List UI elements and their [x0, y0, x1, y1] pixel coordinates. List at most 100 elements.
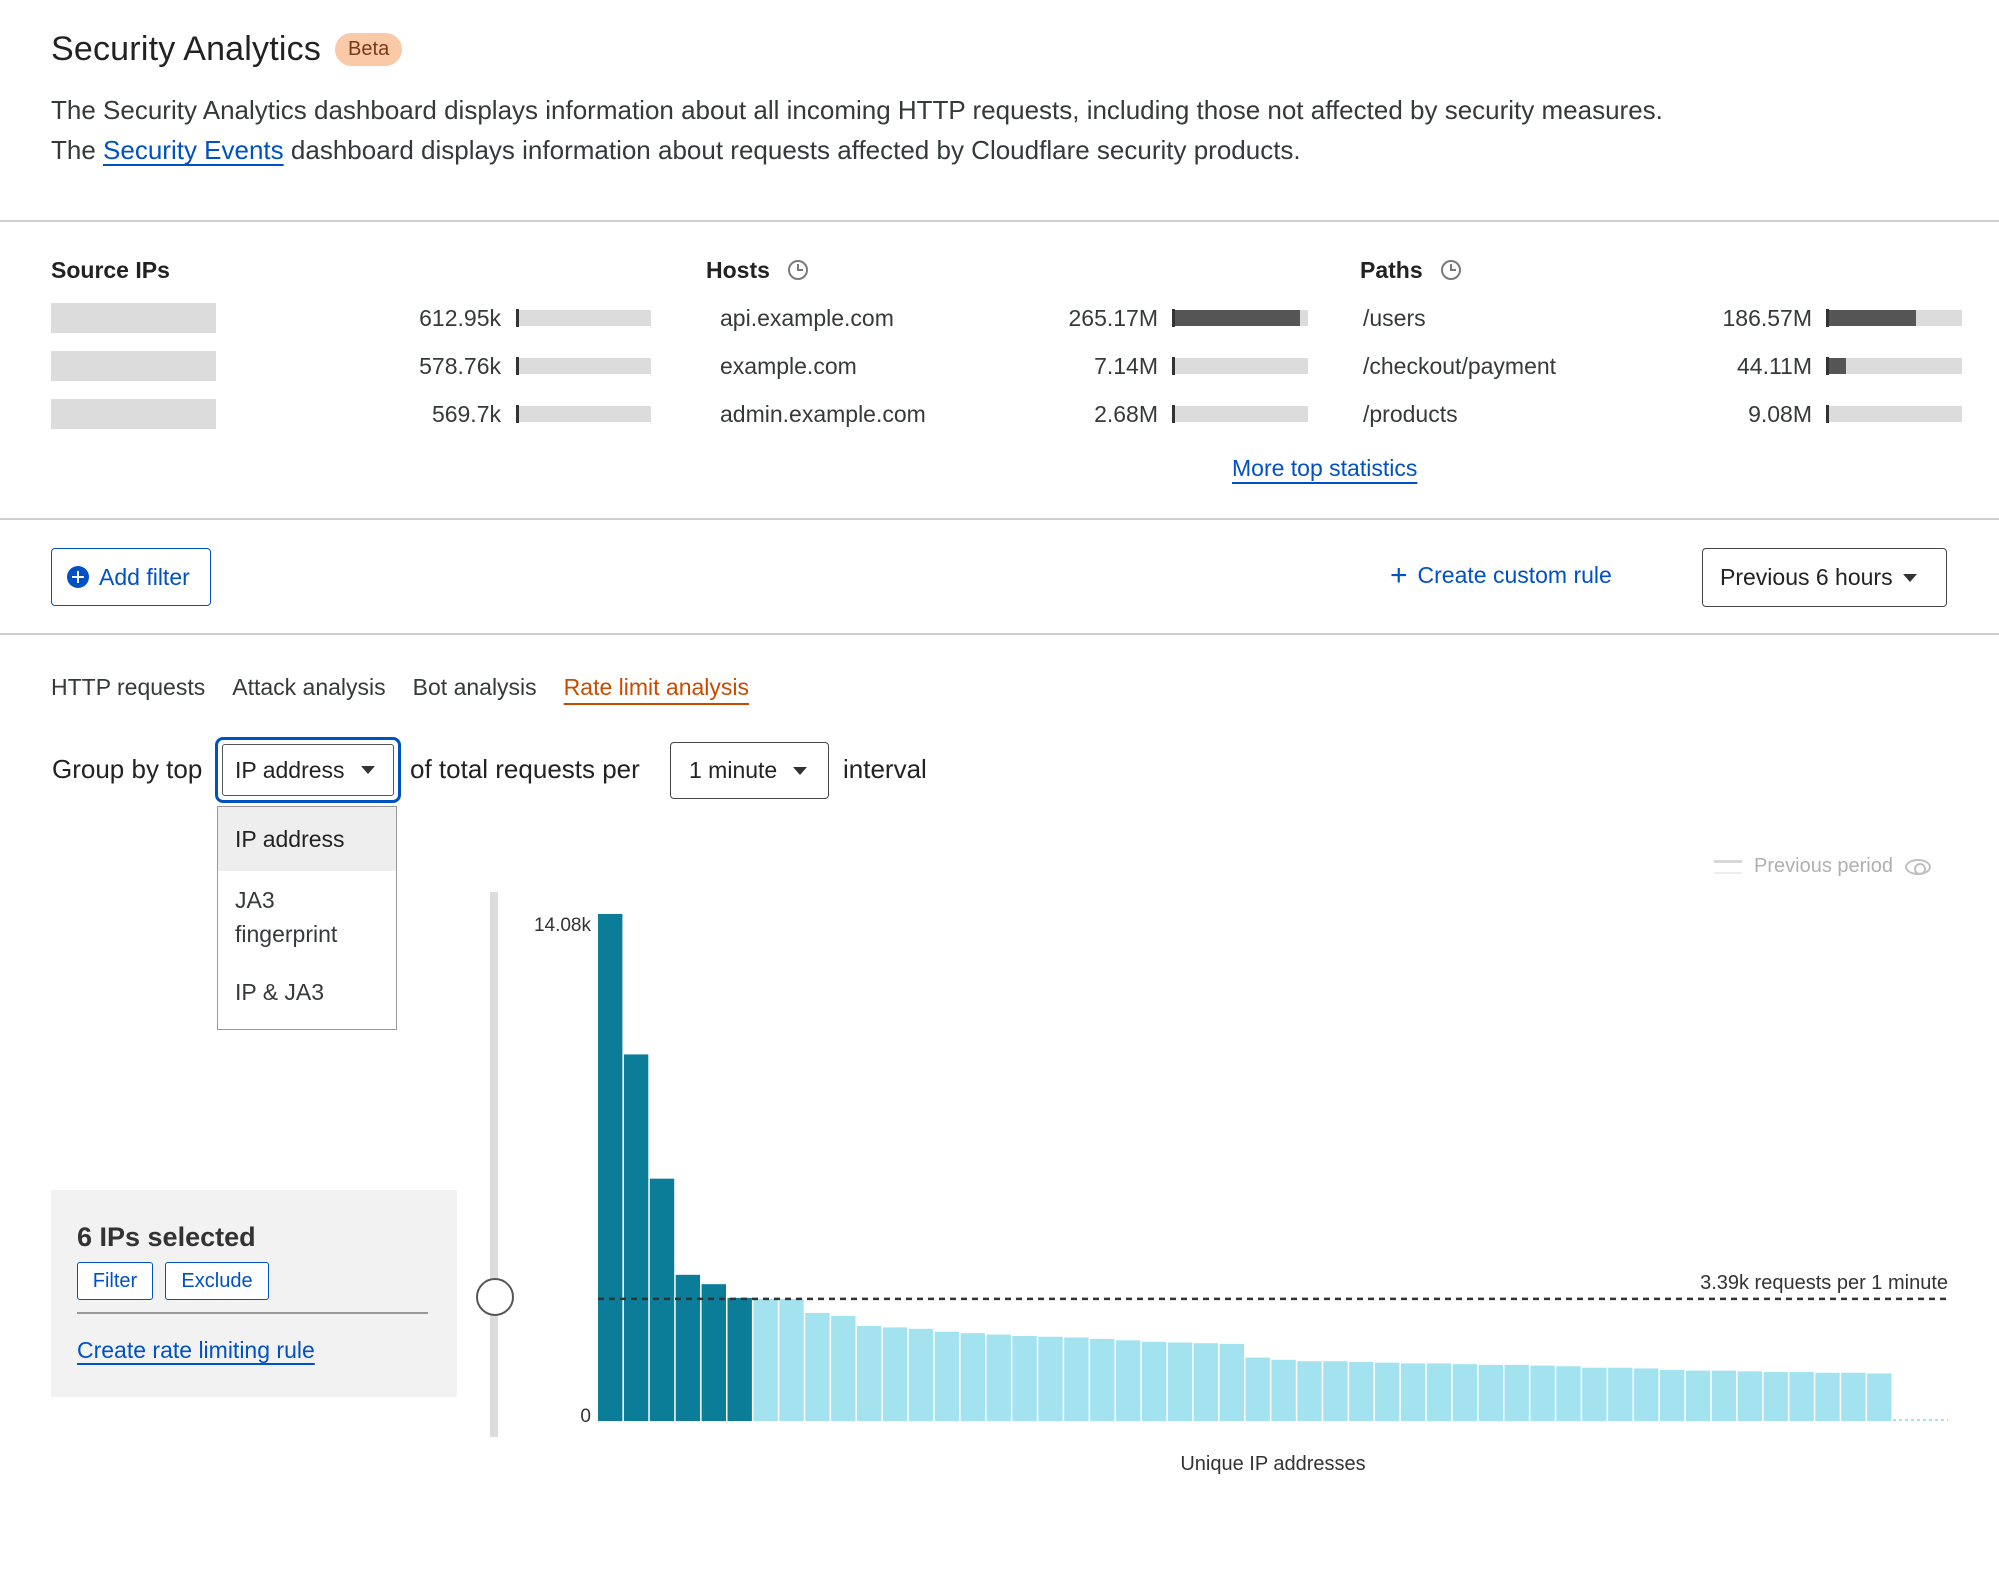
stat-value: 7.14M	[1094, 352, 1158, 379]
selection-panel: 6 IPs selected Filter Exclude Create rat…	[51, 1190, 457, 1397]
chart-bar[interactable]	[1038, 1336, 1063, 1421]
chart-bar[interactable]	[1530, 1365, 1555, 1421]
host-row[interactable]: api.example.com 265.17M	[706, 298, 1308, 338]
chart-bar[interactable]	[805, 1312, 830, 1421]
chevron-down-icon	[793, 766, 808, 775]
chart-bar[interactable]	[1323, 1361, 1348, 1421]
chart-bar[interactable]	[1219, 1343, 1244, 1421]
source-ip-row[interactable]: 578.76k	[51, 346, 651, 386]
chart-bar[interactable]	[1763, 1372, 1788, 1421]
chart-bar[interactable]	[1193, 1343, 1219, 1421]
plus-icon: +	[1390, 558, 1408, 592]
time-period-select[interactable]: Previous 6 hours	[1702, 548, 1947, 607]
divider	[77, 1312, 428, 1314]
stat-value: 2.68M	[1094, 400, 1158, 427]
time-period-value: Previous 6 hours	[1720, 564, 1893, 590]
chart-bar[interactable]	[675, 1274, 701, 1421]
filter-button[interactable]: Filter	[77, 1262, 153, 1300]
chart-bar[interactable]	[934, 1331, 960, 1421]
chart-bar[interactable]	[1478, 1364, 1503, 1421]
chart-bar[interactable]	[1841, 1372, 1866, 1421]
source-ip-row[interactable]: 612.95k	[51, 298, 651, 338]
tab-rate-limit-analysis[interactable]: Rate limit analysis	[563, 674, 750, 700]
chart-bar[interactable]	[1815, 1372, 1840, 1421]
chart-bar[interactable]	[623, 1054, 649, 1421]
chart-bar[interactable]	[1582, 1367, 1607, 1421]
chart-bar[interactable]	[1245, 1357, 1270, 1422]
exclude-button[interactable]: Exclude	[165, 1262, 269, 1300]
chart-bar[interactable]	[598, 914, 623, 1421]
source-ip-row[interactable]: 569.7k	[51, 394, 651, 434]
chart-bar[interactable]	[1634, 1368, 1659, 1421]
chart-bar[interactable]	[1141, 1341, 1167, 1421]
chart-bar[interactable]	[753, 1298, 778, 1421]
chart-bar[interactable]	[701, 1284, 726, 1421]
redacted-ip	[51, 303, 216, 333]
path-row[interactable]: /checkout/payment 44.11M	[1360, 346, 1962, 386]
chart-bar[interactable]	[1375, 1362, 1400, 1421]
group-by-select-inner: IP address	[222, 744, 394, 796]
clock-icon[interactable]	[787, 260, 808, 280]
interval-select[interactable]: 1 minute	[670, 742, 829, 799]
chart-bar[interactable]	[1349, 1361, 1374, 1421]
path-row[interactable]: /users 186.57M	[1360, 298, 1962, 338]
chart-bar[interactable]	[986, 1334, 1011, 1421]
chart-bar[interactable]	[1426, 1363, 1452, 1421]
host-row[interactable]: admin.example.com 2.68M	[706, 394, 1308, 434]
chart-bar[interactable]	[1504, 1364, 1529, 1421]
chart-bar[interactable]	[831, 1315, 856, 1421]
chart-bar[interactable]	[1297, 1361, 1322, 1421]
chart-bar[interactable]	[857, 1325, 882, 1421]
group-by-select[interactable]: IP address	[215, 737, 401, 803]
description-text: The Security Analytics dashboard display…	[51, 95, 1663, 165]
security-events-link[interactable]: Security Events	[103, 135, 284, 165]
chart-bar[interactable]	[1659, 1369, 1685, 1421]
create-rate-limiting-rule-link[interactable]: Create rate limiting rule	[77, 1337, 315, 1363]
chart-bar[interactable]	[1271, 1359, 1296, 1421]
chart-bar[interactable]	[1711, 1370, 1737, 1421]
chart-bar[interactable]	[779, 1298, 804, 1421]
chart-bar[interactable]	[1400, 1363, 1426, 1421]
x-axis-label: Unique IP addresses	[1180, 1453, 1365, 1475]
chart-bar[interactable]	[1556, 1366, 1581, 1421]
paths-title: Paths	[1360, 256, 1423, 283]
chart-bar[interactable]	[1167, 1342, 1193, 1422]
eye-icon[interactable]	[1904, 858, 1931, 875]
more-top-statistics-link[interactable]: More top statistics	[1232, 455, 1418, 481]
dropdown-option-ip-address[interactable]: IP address	[218, 807, 396, 871]
tab-bot-analysis[interactable]: Bot analysis	[412, 674, 537, 700]
previous-period-legend[interactable]: Previous period	[1714, 855, 1931, 878]
chart-bar[interactable]	[1867, 1373, 1892, 1421]
stat-value: 9.08M	[1748, 400, 1812, 427]
chart-bar[interactable]	[1452, 1364, 1478, 1421]
host-row[interactable]: example.com 7.14M	[706, 346, 1308, 386]
chart-bar[interactable]	[960, 1333, 985, 1421]
dropdown-option-ip-ja3[interactable]: IP & JA3	[235, 979, 325, 1005]
legend-line-icon	[1714, 859, 1742, 874]
path-row[interactable]: /products 9.08M	[1360, 394, 1962, 434]
add-filter-button[interactable]: Add filter	[51, 548, 211, 606]
threshold-slider-handle[interactable]	[476, 1278, 514, 1316]
chart-bar[interactable]	[882, 1327, 908, 1421]
chevron-down-icon	[1902, 573, 1917, 582]
tab-http-requests[interactable]: HTTP requests	[51, 674, 206, 700]
chart-bar[interactable]	[1685, 1370, 1711, 1421]
chart-bar[interactable]	[649, 1178, 675, 1421]
threshold-slider-track[interactable]	[490, 892, 498, 1437]
chart-bar[interactable]	[1789, 1372, 1814, 1421]
chart-bar[interactable]	[1064, 1337, 1089, 1421]
tab-attack-analysis[interactable]: Attack analysis	[232, 674, 386, 700]
interval-label: interval	[843, 754, 927, 784]
chart-bar[interactable]	[1012, 1336, 1037, 1421]
add-filter-label: Add filter	[99, 563, 190, 590]
chart-bar[interactable]	[1608, 1367, 1633, 1421]
create-custom-rule-button[interactable]: + Create custom rule	[1390, 558, 1612, 592]
chart-bar[interactable]	[727, 1297, 752, 1421]
chart-bar[interactable]	[908, 1328, 934, 1421]
chart-bar[interactable]	[1737, 1371, 1762, 1421]
host-label: api.example.com	[720, 304, 894, 331]
chart-bar[interactable]	[1116, 1340, 1141, 1421]
clock-icon[interactable]	[1440, 260, 1461, 280]
dropdown-option-ja3[interactable]: JA3 fingerprint	[235, 887, 338, 947]
chart-bar[interactable]	[1090, 1338, 1115, 1421]
